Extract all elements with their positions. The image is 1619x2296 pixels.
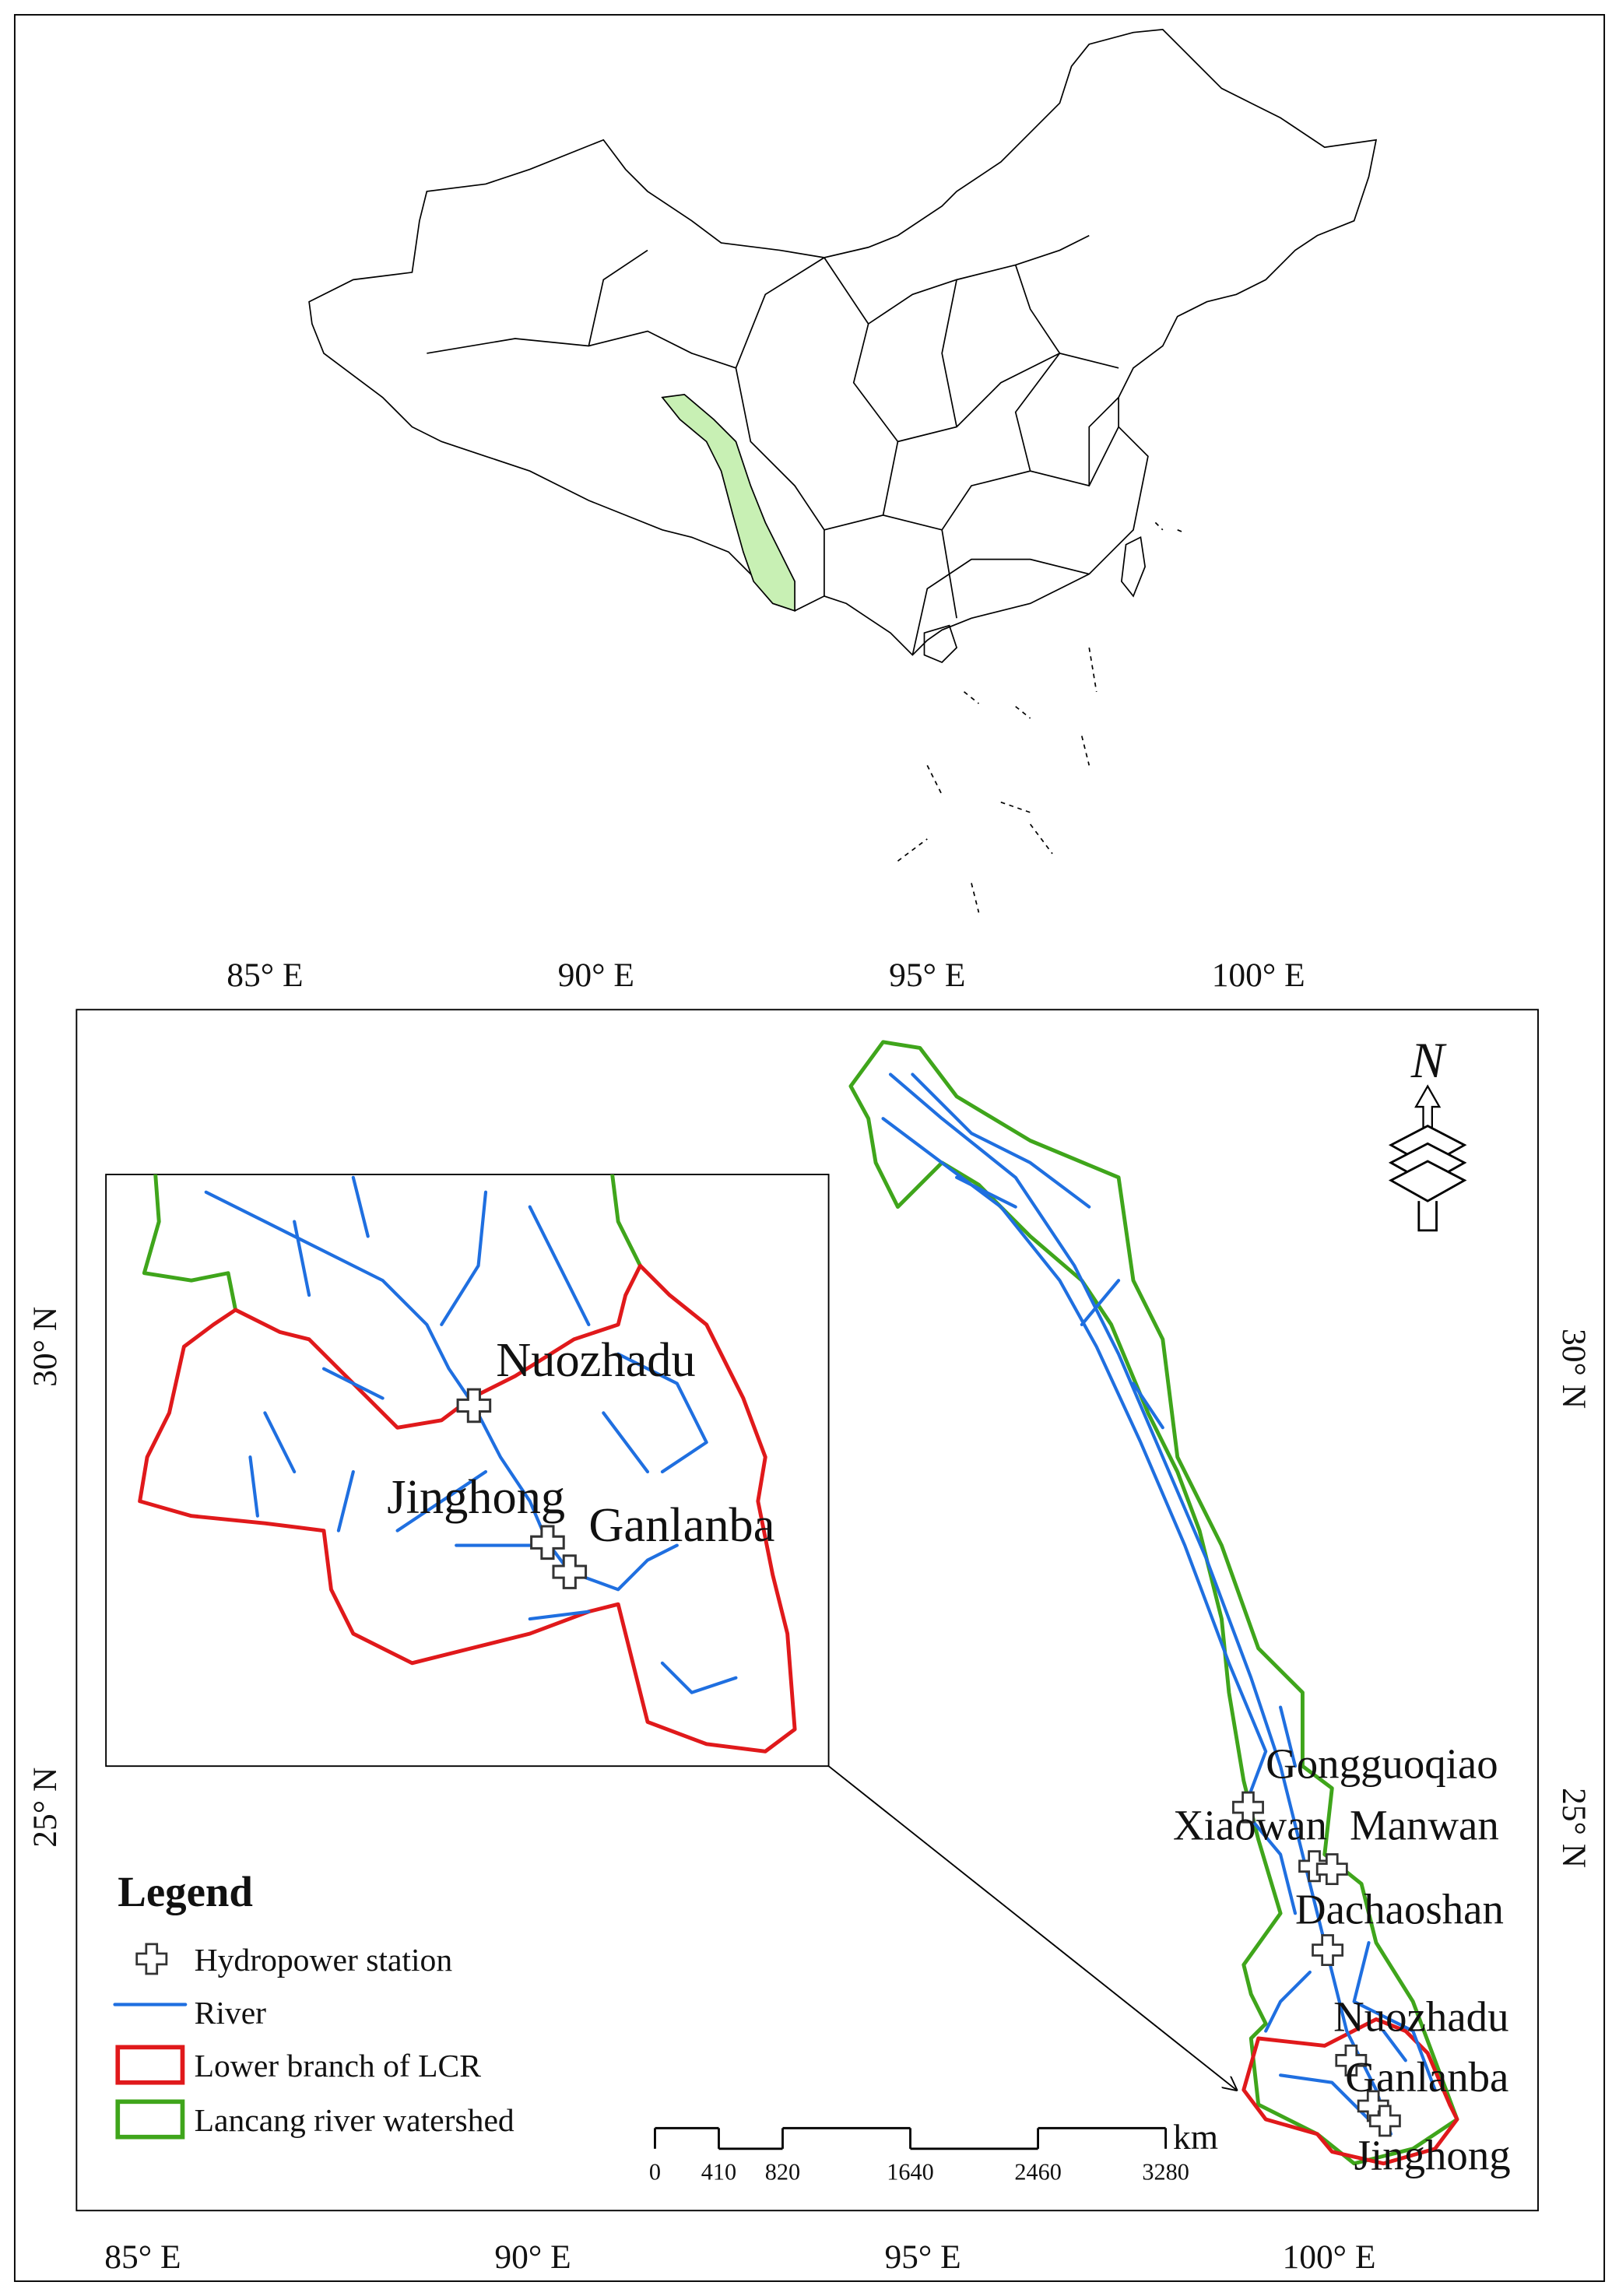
scale-tick-label: 2460 — [1014, 2159, 1062, 2185]
station-label: Ganlanba — [1345, 2053, 1508, 2101]
longitude-label: 85° E — [227, 957, 303, 994]
longitude-label: 90° E — [494, 2238, 571, 2276]
scale-bar: km 0 410 820 1640 2460 3280 — [649, 2118, 1218, 2185]
scale-unit: km — [1173, 2118, 1218, 2157]
legend-symbol — [115, 2099, 185, 2140]
scale-tick-label: 1640 — [887, 2159, 934, 2185]
inset-map — [138, 1174, 797, 1754]
inset-station-label: Nuozhadu — [496, 1333, 695, 1387]
longitude-label: 95° E — [889, 957, 965, 994]
taiwan — [1120, 535, 1147, 598]
station-marker — [1312, 1934, 1344, 1966]
longitude-label: 85° E — [104, 2238, 181, 2276]
longitude-label: 100° E — [1282, 2238, 1375, 2276]
station-marker — [530, 1525, 565, 1561]
map-frame — [76, 1009, 1539, 2212]
inset-station-label: Jinghong — [387, 1470, 565, 1524]
station-marker — [456, 1388, 492, 1424]
latitude-label: 30° N — [26, 1307, 64, 1387]
scale-tick-label: 0 — [649, 2159, 661, 2185]
lancang-basin-overview — [661, 393, 795, 612]
latitude-label: 30° N — [1555, 1329, 1593, 1409]
scale-tick-label: 410 — [701, 2159, 736, 2185]
station-label: Jinghong — [1354, 2131, 1511, 2178]
legend-symbol — [115, 2045, 185, 2085]
legend: Legend Hydropower station River Lower br… — [113, 1868, 514, 2140]
inset-leader — [827, 1765, 1237, 2090]
legend-label: River — [195, 1995, 267, 2031]
longitude-label: 95° E — [884, 2238, 961, 2276]
outer-frame — [13, 14, 1606, 2282]
longitude-label: 100° E — [1212, 957, 1305, 994]
china-map — [308, 29, 1378, 913]
station-marker — [1315, 1853, 1348, 1885]
legend-label: Hydropower station — [195, 1942, 453, 1978]
station-label: Xiaowan — [1173, 1802, 1327, 1849]
station-label: Dachaoshan — [1295, 1886, 1504, 1933]
legend-label: Lower branch of LCR — [195, 2048, 482, 2084]
latitude-label: 25° N — [26, 1768, 64, 1848]
legend-symbol — [135, 1943, 168, 1975]
legend-title: Legend — [118, 1868, 253, 1915]
latitude-label: 25° N — [1555, 1788, 1593, 1868]
main-watershed — [848, 1040, 1459, 2166]
station-label: Gongguoqiao — [1266, 1740, 1498, 1787]
station-label: Manwan — [1350, 1802, 1499, 1849]
inset-frame — [105, 1174, 830, 1768]
scale-tick-label: 820 — [765, 2159, 800, 2185]
station-label: Nuozhadu — [1333, 1993, 1508, 2041]
north-arrow: N — [1388, 1033, 1467, 1232]
scale-tick-label: 3280 — [1142, 2159, 1189, 2185]
hainan — [923, 624, 958, 664]
station-marker — [552, 1554, 588, 1589]
inset-station-label: Ganlanba — [588, 1498, 774, 1552]
legend-label: Lancang river watershed — [195, 2102, 514, 2138]
north-label: N — [1410, 1033, 1447, 1088]
longitude-label: 90° E — [558, 957, 634, 994]
